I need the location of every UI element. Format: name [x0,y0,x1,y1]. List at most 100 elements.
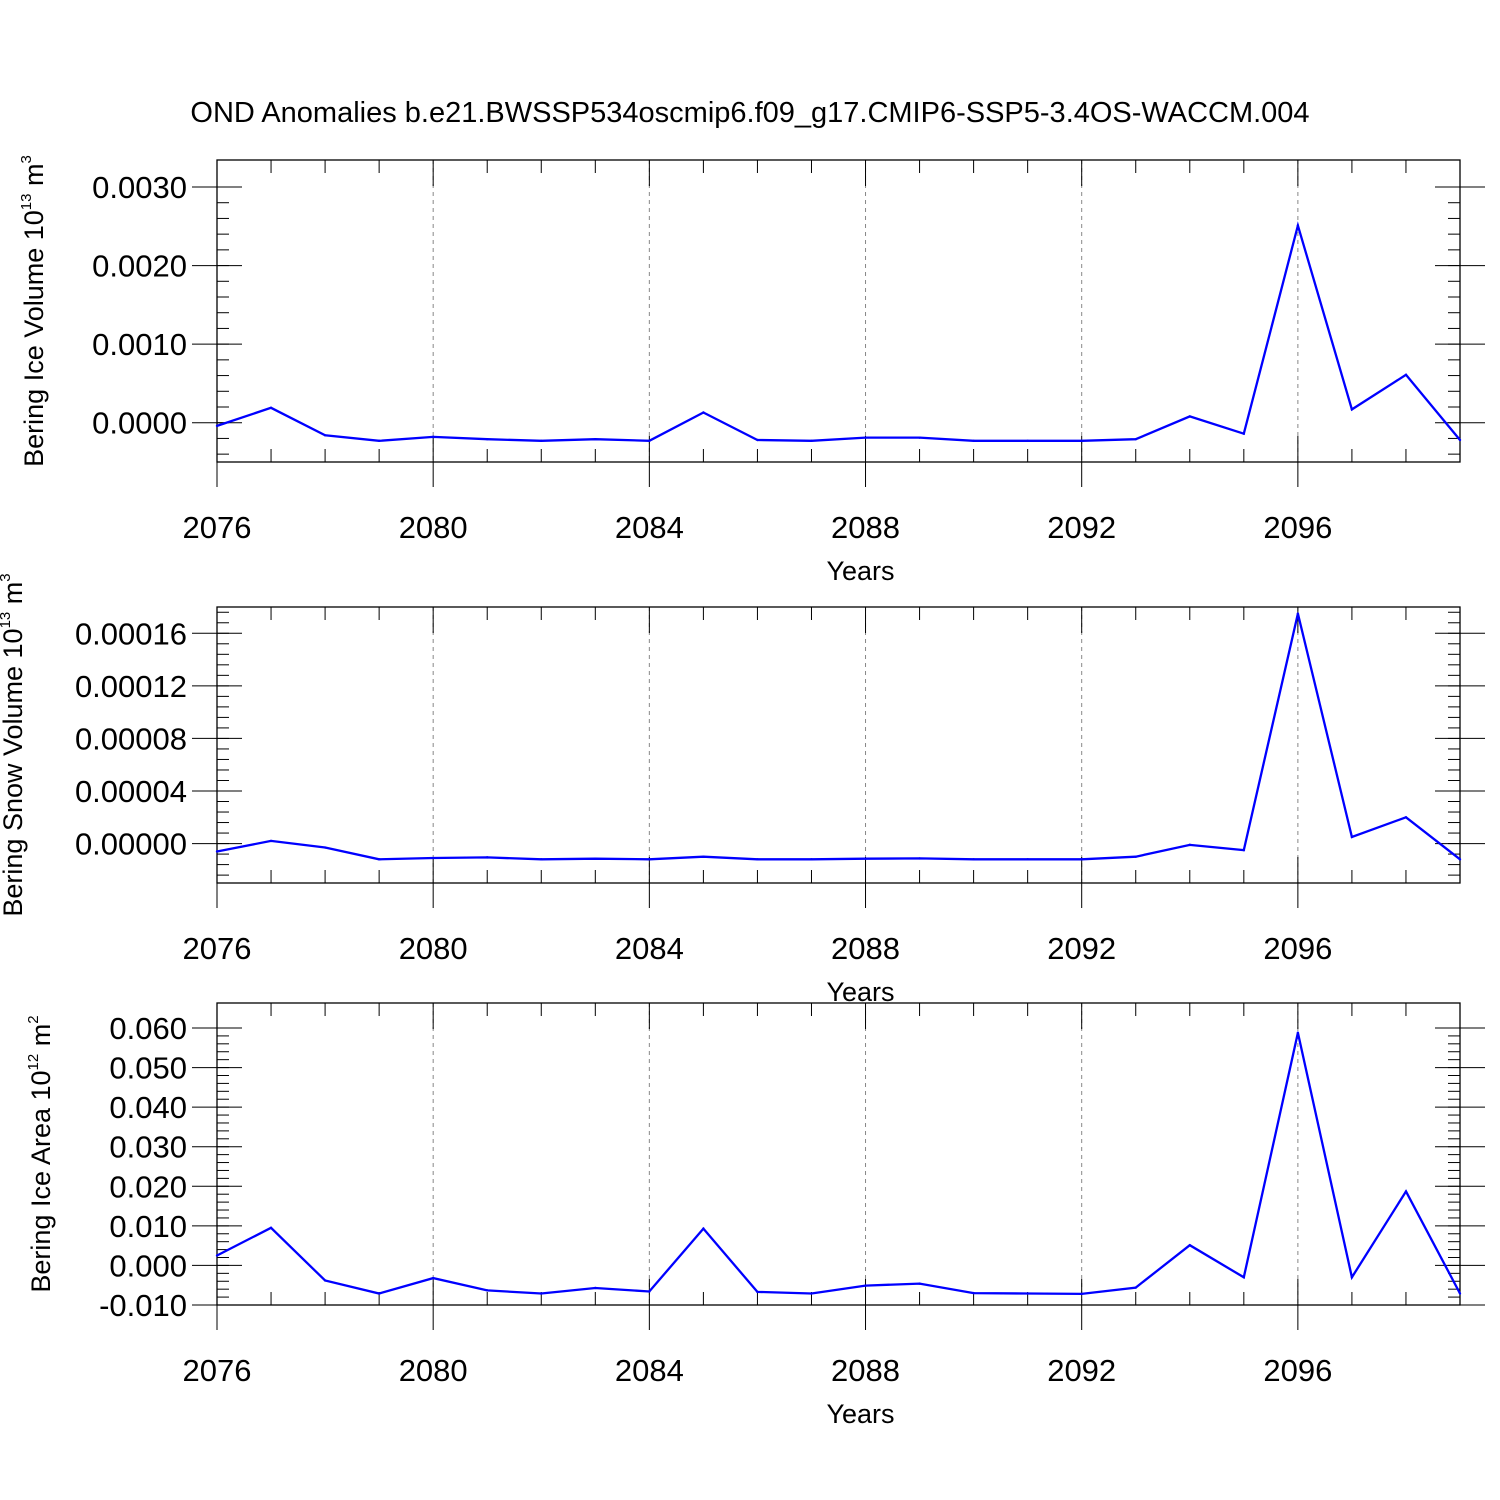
data-point-2084 [648,858,651,861]
y-tick-label: 0.040 [109,1090,187,1125]
y-tick-label: 0.0020 [92,249,187,284]
data-point-2088 [864,1284,867,1287]
x-tick-label: 2088 [831,931,900,966]
data-point-2083 [594,857,597,860]
x-axis-label: Years [826,556,894,586]
data-point-2091 [1026,1292,1029,1295]
data-point-2077 [269,1226,273,1230]
x-tick-label: 2080 [399,931,468,966]
y-axis-label-exponent: 13 [18,193,35,210]
y-tick-label: 0.000 [109,1248,187,1283]
data-point-2098 [1404,373,1408,376]
series-line-ice-area [216,1032,1462,1296]
data-point-2097 [1350,835,1354,839]
panel-ice-volume: 0.0000 0.0010 0.0020 0.0030 2076 2080 2084 2088… [18,155,1485,586]
plot-frame [216,606,1461,884]
data-point-2077 [269,839,273,843]
data-point-2084 [648,439,651,442]
plot-frame [216,159,1461,463]
x-tick-label: 2088 [831,510,900,545]
y-axis-label: Bering Snow Volume 1013 m3 [0,573,28,916]
y-tick-label: 0.050 [109,1051,187,1086]
y-tick-label: 0.0000 [92,406,187,441]
data-point-2080 [431,856,435,860]
data-point-2079 [377,439,381,442]
data-point-2092 [1080,858,1083,861]
data-point-2087 [810,439,813,442]
x-tick-label: 2096 [1263,931,1332,966]
x-tick-label: 2084 [615,931,684,966]
data-point-2093 [1134,1286,1137,1289]
y-axis-label-exponent: 12 [25,1054,42,1071]
y-tick-label: -0.010 [99,1288,187,1323]
data-point-2086 [756,858,759,861]
y-axis-label-unit: m [19,163,49,193]
x-tick-label: 2080 [399,510,468,545]
y-tick-label: 0.010 [109,1209,187,1244]
data-point-2090 [972,858,975,861]
data-point-2076 [215,1254,219,1257]
data-point-2098 [1404,1190,1408,1193]
x-tick-label: 2092 [1047,510,1116,545]
x-tick-label: 2084 [615,1353,684,1388]
data-point-2095 [1242,848,1246,852]
data-point-2092 [1080,439,1083,442]
data-point-2078 [323,434,327,437]
data-point-2081 [486,856,489,859]
data-point-2087 [810,858,813,861]
data-point-2083 [594,438,597,441]
data-point-2081 [486,1289,489,1292]
data-point-2079 [377,858,381,861]
x-tick-label: 2080 [399,1353,468,1388]
y-tick-label: 0.0030 [92,170,187,205]
data-point-2088 [864,857,867,860]
x-tick-label: 2084 [615,510,684,545]
data-point-2091 [1026,439,1029,442]
y-tick-label: 0.030 [109,1130,187,1165]
data-point-2082 [540,858,543,861]
data-point-2097 [1350,408,1354,411]
y-tick-label: 0.060 [109,1011,187,1046]
data-point-2080 [431,435,435,439]
data-point-2082 [540,1292,543,1295]
data-point-2095 [1242,432,1246,435]
data-point-2098 [1404,816,1408,819]
data-point-2090 [972,1291,975,1295]
y-axis-label-unit-exponent: 3 [0,573,14,581]
y-axis-label-main: Bering Snow Volume 10 [0,628,28,916]
y-tick-label: 0.0010 [92,327,187,362]
data-point-2087 [810,1292,813,1295]
data-point-2085 [702,855,705,858]
data-point-2090 [972,439,975,442]
data-point-2086 [756,438,759,442]
data-point-2096 [1296,612,1300,615]
panel-ice-area: -0.010 0.000 0.010 0.020 0.030 0.040 0.050 0.06… [25,1002,1485,1429]
y-tick-label: 0.00000 [75,827,187,862]
y-axis-label-exponent: 13 [0,612,14,629]
x-tick-label: 2076 [183,1353,252,1388]
x-tick-label: 2088 [831,1353,900,1388]
data-point-2088 [864,436,867,439]
data-point-2094 [1188,1244,1191,1247]
data-point-2093 [1134,438,1137,441]
data-point-2084 [648,1290,651,1293]
data-point-2082 [540,439,543,442]
y-axis-label-unit-exponent: 2 [25,1015,42,1023]
plot-frame [216,1002,1461,1306]
x-tick-label: 2092 [1047,931,1116,966]
data-point-2085 [702,411,705,414]
y-axis-label-main: Bering Ice Volume 10 [19,210,49,467]
data-point-2077 [269,406,273,409]
y-axis-label-unit-exponent: 3 [18,155,35,163]
data-point-2081 [486,438,489,441]
data-point-2083 [594,1286,597,1290]
x-tick-label: 2076 [183,931,252,966]
y-axis-label-unit: m [26,1024,56,1054]
y-tick-label: 0.00012 [75,669,187,704]
series-line-snow-volume [216,613,1461,861]
data-point-2099 [1458,438,1462,442]
y-tick-label: 0.00016 [75,616,187,651]
series-line-ice-volume [216,221,1461,442]
data-point-2099 [1458,1292,1462,1295]
